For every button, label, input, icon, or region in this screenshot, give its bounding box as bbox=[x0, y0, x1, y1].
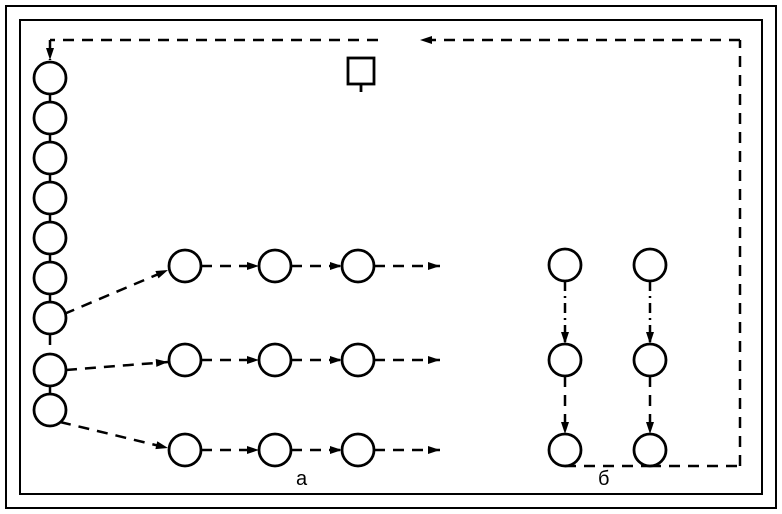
branch-bot-node-0 bbox=[169, 434, 201, 466]
left-col-node-5 bbox=[34, 262, 66, 294]
label-a: а bbox=[296, 468, 307, 491]
square-node bbox=[348, 58, 374, 84]
left-col-node-7 bbox=[34, 354, 66, 386]
branch-mid-node-2 bbox=[342, 344, 374, 376]
left-col-node-4 bbox=[34, 222, 66, 254]
diagram-stage: а б bbox=[0, 0, 782, 514]
right-cluster-node-4 bbox=[549, 434, 581, 466]
right-cluster-node-3 bbox=[634, 344, 666, 376]
left-col-node-3 bbox=[34, 182, 66, 214]
branch-mid-node-0 bbox=[169, 344, 201, 376]
left-col-node-1 bbox=[34, 102, 66, 134]
right-cluster-node-0 bbox=[549, 249, 581, 281]
branch-top-node-2 bbox=[342, 250, 374, 282]
branch-bot-node-2 bbox=[342, 434, 374, 466]
branch-mid-node-1 bbox=[259, 344, 291, 376]
left-col-node-8 bbox=[34, 394, 66, 426]
right-cluster-node-5 bbox=[634, 434, 666, 466]
right-cluster-node-1 bbox=[634, 249, 666, 281]
right-cluster-node-2 bbox=[549, 344, 581, 376]
branch-top-node-0 bbox=[169, 250, 201, 282]
left-col-node-0 bbox=[34, 62, 66, 94]
left-col-node-2 bbox=[34, 142, 66, 174]
branch-bot-node-1 bbox=[259, 434, 291, 466]
label-b: б bbox=[598, 468, 609, 491]
left-col-node-6 bbox=[34, 302, 66, 334]
branch-top-node-1 bbox=[259, 250, 291, 282]
diagram-svg bbox=[0, 0, 782, 514]
